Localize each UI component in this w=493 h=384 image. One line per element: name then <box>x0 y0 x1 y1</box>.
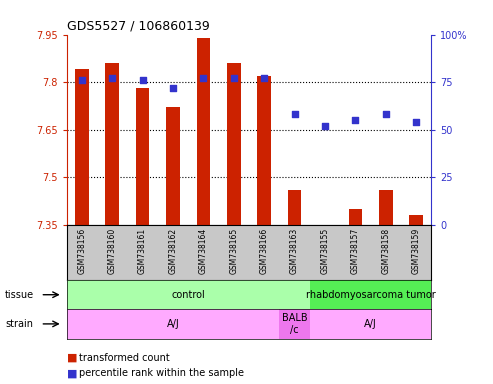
Point <box>108 75 116 81</box>
Text: tissue: tissue <box>5 290 34 300</box>
Bar <box>280 309 310 339</box>
Text: strain: strain <box>5 319 33 329</box>
Bar <box>197 38 210 225</box>
Bar <box>136 88 149 225</box>
Point <box>321 123 329 129</box>
Point <box>230 75 238 81</box>
Text: ■: ■ <box>67 368 80 378</box>
Bar <box>67 309 280 339</box>
Text: GSM738162: GSM738162 <box>169 227 177 273</box>
Bar <box>310 309 431 339</box>
Text: transformed count: transformed count <box>79 353 170 363</box>
Bar <box>310 280 431 309</box>
Text: GSM738159: GSM738159 <box>412 227 421 274</box>
Point <box>260 75 268 81</box>
Bar <box>227 63 241 225</box>
Text: control: control <box>171 290 205 300</box>
Text: percentile rank within the sample: percentile rank within the sample <box>79 368 244 378</box>
Text: rhabdomyosarcoma tumor: rhabdomyosarcoma tumor <box>306 290 435 300</box>
Bar <box>106 63 119 225</box>
Bar <box>75 70 89 225</box>
Text: GSM738164: GSM738164 <box>199 227 208 274</box>
Text: GDS5527 / 106860139: GDS5527 / 106860139 <box>67 19 210 32</box>
Text: GSM738155: GSM738155 <box>320 227 329 274</box>
Bar <box>257 76 271 225</box>
Point <box>382 111 389 118</box>
Text: GSM738163: GSM738163 <box>290 227 299 274</box>
Point <box>291 111 299 118</box>
Text: BALB
/c: BALB /c <box>282 313 307 335</box>
Text: GSM738158: GSM738158 <box>381 227 390 273</box>
Text: GSM738156: GSM738156 <box>77 227 86 274</box>
Bar <box>67 280 310 309</box>
Bar <box>379 190 392 225</box>
Text: GSM738161: GSM738161 <box>138 227 147 273</box>
Text: GSM738166: GSM738166 <box>260 227 269 274</box>
Text: ■: ■ <box>67 353 80 363</box>
Text: A/J: A/J <box>364 319 377 329</box>
Point <box>352 117 359 123</box>
Text: GSM738157: GSM738157 <box>351 227 360 274</box>
Text: A/J: A/J <box>167 319 179 329</box>
Text: GSM738165: GSM738165 <box>229 227 238 274</box>
Point <box>139 77 146 83</box>
Bar <box>409 215 423 225</box>
Bar <box>288 190 301 225</box>
Point <box>78 77 86 83</box>
Point <box>169 85 177 91</box>
Point <box>199 75 208 81</box>
Bar <box>349 209 362 225</box>
Bar <box>166 108 180 225</box>
Text: GSM738160: GSM738160 <box>107 227 117 274</box>
Point <box>412 119 420 125</box>
